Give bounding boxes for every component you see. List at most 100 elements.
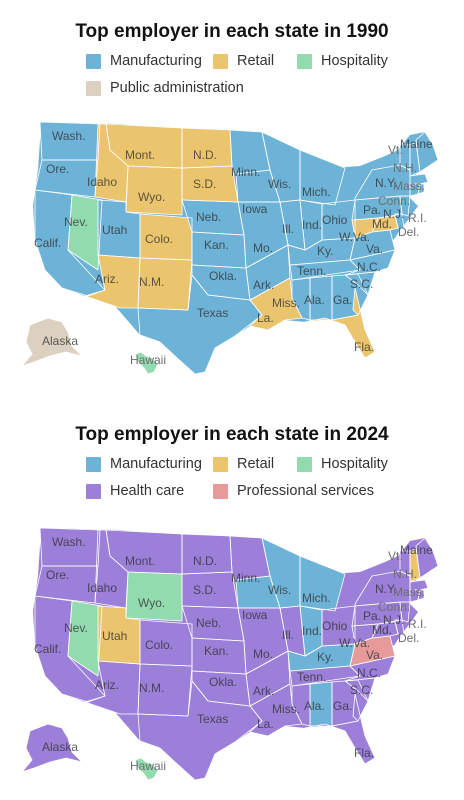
state-n-h (410, 549, 420, 582)
state-la (250, 684, 302, 736)
state-label-s-d: S.D. (193, 177, 216, 191)
legend-label: Hospitality (321, 456, 388, 472)
state-label-texas: Texas (197, 712, 228, 726)
state-border (409, 579, 429, 591)
state-label-ore: Ore. (46, 162, 69, 176)
state-conn (410, 590, 420, 602)
state-label-s-c: S.C. (350, 683, 373, 697)
legend-item-manufacturing: Manufacturing (86, 52, 202, 70)
state-minn (230, 536, 270, 580)
state-alaska (20, 317, 84, 367)
state-label-wash: Wash. (52, 535, 86, 549)
state-mass (410, 174, 428, 184)
state-ariz (85, 661, 140, 714)
state-label-ala: Ala. (304, 699, 325, 713)
state-nev (68, 601, 102, 676)
state-label-texas: Texas (197, 306, 228, 320)
state-label-ark: Ark. (253, 684, 274, 698)
state-label-r-i: R.I. (408, 617, 427, 631)
state-label-wis: Wis. (268, 177, 291, 191)
state-n-c (345, 656, 395, 681)
state-s-c (345, 678, 375, 701)
state-n-j (400, 602, 410, 622)
state-ill (280, 200, 305, 250)
state-label-n-h: N.H. (393, 161, 417, 175)
legend-swatch (86, 483, 101, 499)
legend-label: Manufacturing (110, 53, 202, 69)
state-label-wyo: Wyo. (138, 190, 165, 204)
state-label-ariz: Ariz. (95, 272, 119, 286)
state-label-colo: Colo. (145, 638, 173, 652)
state-label-ga: Ga. (333, 293, 352, 307)
state-label-neb: Neb. (196, 616, 221, 630)
state-label-s-c: S.C. (350, 277, 373, 291)
state-wash (40, 122, 100, 160)
state-neb (182, 606, 244, 641)
state-la (250, 278, 302, 330)
state-label-vt: Vt. (388, 549, 403, 563)
legend-swatch (86, 456, 101, 472)
map-title: Top employer in each state in 2024 (75, 424, 389, 445)
state-label-ala: Ala. (304, 293, 325, 307)
state-maine (416, 538, 438, 578)
state-label-md: Md. (372, 623, 392, 637)
state-hawaii (134, 351, 159, 375)
state-border (409, 173, 429, 185)
state-label-okla: Okla. (209, 269, 237, 283)
state-label-n-m: N.M. (139, 681, 164, 695)
state-label-n-c: N.C. (357, 260, 381, 274)
state-label-miss: Miss. (272, 296, 300, 310)
state-border (137, 274, 263, 375)
legend-swatch (213, 483, 228, 499)
legend-swatch (213, 53, 228, 69)
state-label-hawaii: Hawaii (130, 759, 166, 773)
state-label-ariz: Ariz. (95, 678, 119, 692)
state-ala (310, 276, 332, 320)
state-border (417, 183, 425, 195)
state-pa (352, 196, 402, 220)
state-okla (192, 671, 250, 706)
state-ind (300, 606, 322, 656)
legend-swatch (86, 53, 101, 69)
state-ohio (322, 200, 355, 240)
state-label-wyo: Wyo. (138, 596, 165, 610)
map-title: Top employer in each state in 1990 (75, 21, 389, 42)
state-label-n-y: N.Y. (375, 582, 397, 596)
state-label-s-d: S.D. (193, 583, 216, 597)
state-label-miss: Miss. (272, 702, 300, 716)
state-n-y (355, 571, 410, 606)
legend-swatch (86, 80, 101, 96)
state-conn (410, 184, 420, 196)
state-border (249, 683, 303, 737)
state-texas (138, 681, 262, 780)
state-calif (35, 190, 105, 296)
state-label-ind: Ind. (302, 624, 322, 638)
state-iowa (236, 170, 280, 202)
state-label-mont: Mont. (125, 148, 155, 162)
state-ariz (85, 255, 140, 308)
state-s-d (182, 572, 238, 608)
state-border (137, 680, 263, 781)
state-ore (35, 566, 98, 603)
state-label-minn: Minn. (231, 571, 260, 585)
state-border (371, 215, 399, 233)
state-label-ore: Ore. (46, 568, 69, 582)
state-label-n-d: N.D. (193, 554, 217, 568)
state-label-alaska: Alaska (42, 740, 78, 754)
state-md (372, 216, 398, 232)
state-n-h (410, 143, 420, 176)
state-label-va: Va. (366, 648, 383, 662)
state-n-c (345, 250, 395, 275)
state-label-del: Del. (398, 631, 419, 645)
state-wyo (126, 572, 182, 621)
state-utah (98, 606, 140, 664)
state-calif (35, 596, 105, 702)
state-border (125, 571, 183, 622)
state-label-hawaii: Hawaii (130, 353, 166, 367)
state-label-mo: Mo. (253, 647, 273, 661)
state-w-va (352, 624, 378, 644)
state-label-la: La. (257, 311, 274, 325)
state-texas (138, 275, 262, 374)
legend-label: Retail (237, 53, 275, 69)
state-label-ill: Ill. (282, 628, 294, 642)
